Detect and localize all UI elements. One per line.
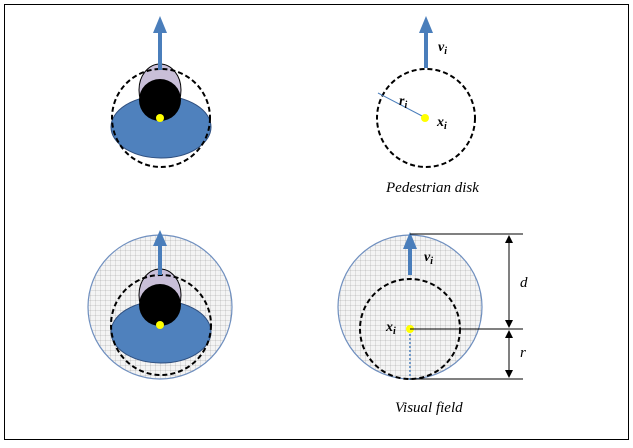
dimension-lines bbox=[410, 233, 523, 380]
caption-visual-field: Visual field bbox=[395, 400, 463, 416]
radius-label-top: ri bbox=[399, 94, 407, 111]
arrow-up-icon bbox=[419, 16, 433, 68]
radius-dimension-label: r bbox=[520, 345, 526, 361]
arrow-up-icon bbox=[153, 16, 167, 70]
position-label-top: xi bbox=[436, 115, 447, 132]
caption-pedestrian-disk: Pedestrian disk bbox=[385, 180, 479, 196]
pedestrian-top-view-icon bbox=[110, 268, 212, 364]
velocity-label-top: vi bbox=[438, 40, 447, 57]
arrow-up-icon bbox=[403, 232, 417, 275]
figure-frame bbox=[4, 4, 629, 440]
pedestrian-disk-diagram bbox=[376, 16, 476, 168]
arrow-up-icon bbox=[153, 230, 167, 275]
velocity-label-bottom: vi bbox=[424, 250, 433, 267]
pedestrian-top-view-icon bbox=[110, 63, 212, 159]
position-label-bottom: xi bbox=[385, 320, 396, 337]
pedestrian-disk-outline bbox=[111, 68, 211, 168]
distance-label: d bbox=[520, 275, 528, 291]
